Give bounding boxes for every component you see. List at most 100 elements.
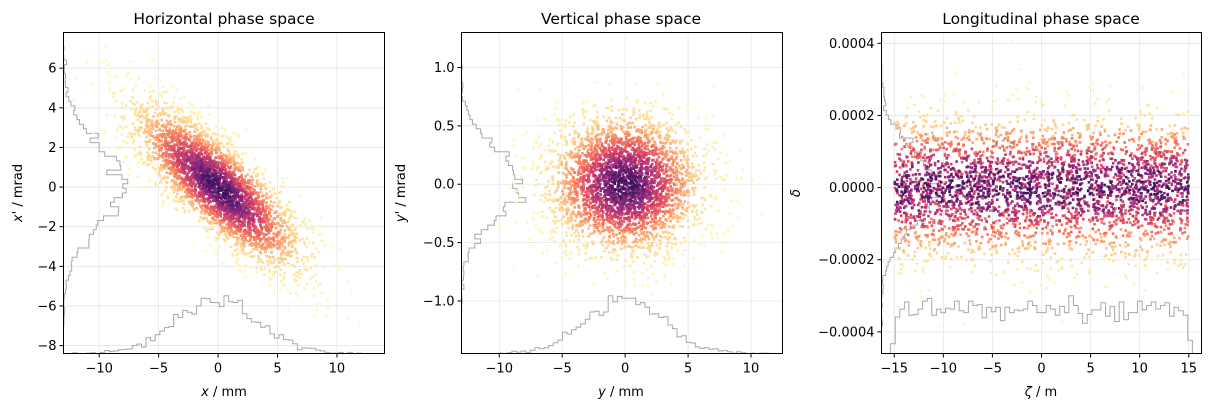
data-point <box>148 84 152 88</box>
data-point <box>292 273 295 277</box>
data-point <box>248 200 251 203</box>
data-point <box>251 193 254 196</box>
data-point <box>254 196 258 200</box>
data-point <box>237 224 241 228</box>
data-point <box>228 222 231 226</box>
data-point <box>575 190 579 194</box>
data-point <box>201 217 204 221</box>
data-point <box>629 245 633 249</box>
data-point <box>233 163 236 167</box>
data-point <box>287 236 290 240</box>
data-point <box>227 210 231 213</box>
data-point <box>608 225 612 229</box>
data-point <box>658 220 662 223</box>
data-point <box>601 229 605 233</box>
data-point <box>678 203 682 207</box>
data-point <box>675 175 679 179</box>
data-point <box>587 235 590 238</box>
data-point <box>229 161 232 165</box>
data-point <box>174 195 178 199</box>
data-point <box>182 149 186 152</box>
data-point <box>681 216 685 220</box>
y-tick-label: −2 <box>37 220 56 235</box>
data-point <box>670 283 673 287</box>
data-point <box>225 200 229 204</box>
data-point <box>642 225 645 229</box>
data-point <box>650 131 653 134</box>
data-point <box>568 133 572 136</box>
data-point <box>226 214 230 218</box>
data-point <box>682 236 686 240</box>
data-point <box>183 140 186 144</box>
data-point <box>671 216 674 220</box>
data-point <box>599 137 602 141</box>
data-point <box>569 192 573 195</box>
data-point <box>577 135 580 139</box>
data-point <box>240 173 243 177</box>
data-point <box>223 179 226 183</box>
data-point <box>268 242 272 246</box>
data-point <box>283 229 287 232</box>
data-point <box>600 144 604 148</box>
data-point <box>246 198 250 201</box>
data-point <box>513 143 516 147</box>
data-point <box>724 161 728 165</box>
data-point <box>177 120 181 123</box>
data-point <box>698 242 702 245</box>
data-point <box>193 178 196 182</box>
data-point <box>235 180 238 184</box>
data-point <box>121 88 125 92</box>
data-point <box>255 234 259 238</box>
data-point <box>252 200 256 204</box>
data-point <box>670 246 674 250</box>
data-point <box>633 284 636 287</box>
data-point <box>164 189 167 193</box>
data-point <box>158 169 162 172</box>
data-point <box>194 194 197 197</box>
data-point <box>597 211 601 215</box>
data-point <box>692 256 695 260</box>
data-point <box>666 196 669 200</box>
data-point <box>256 206 260 210</box>
data-point <box>536 211 539 215</box>
data-point <box>567 226 570 230</box>
data-point <box>606 228 610 232</box>
data-point <box>256 261 260 264</box>
data-point <box>619 146 622 150</box>
data-point <box>152 59 155 63</box>
data-point <box>636 226 639 229</box>
data-point <box>115 128 119 132</box>
data-point <box>209 208 213 212</box>
data-point <box>663 225 666 228</box>
data-point <box>644 123 648 127</box>
data-point <box>553 239 556 243</box>
data-point <box>319 215 322 219</box>
data-point <box>563 157 567 160</box>
data-point <box>648 121 651 124</box>
data-point <box>611 232 615 236</box>
data-point <box>220 225 224 229</box>
data-point <box>191 173 194 176</box>
data-point <box>228 203 232 207</box>
data-point <box>559 196 563 199</box>
data-point <box>564 243 567 246</box>
data-point <box>713 140 717 143</box>
data-point <box>558 119 561 122</box>
data-point <box>154 181 157 185</box>
data-point <box>257 242 260 246</box>
data-point <box>227 200 230 204</box>
data-point <box>288 254 291 257</box>
data-point <box>218 172 222 175</box>
data-point <box>214 195 218 199</box>
data-point <box>279 218 283 222</box>
data-point <box>549 209 553 213</box>
data-point <box>297 294 300 298</box>
data-point <box>209 185 213 189</box>
data-point <box>574 152 578 156</box>
data-point <box>251 216 254 219</box>
data-point <box>105 113 109 117</box>
data-point <box>153 111 157 115</box>
data-point <box>203 209 207 213</box>
data-point <box>214 218 217 222</box>
data-point <box>226 212 229 215</box>
